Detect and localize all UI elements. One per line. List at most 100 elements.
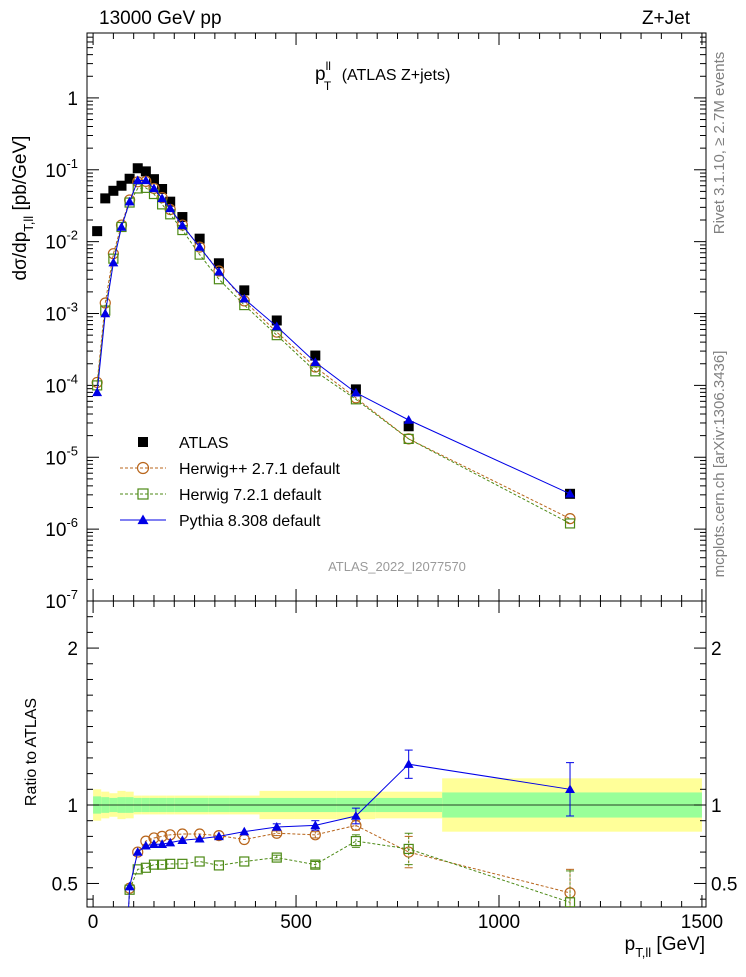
top-series-0-point — [140, 166, 151, 177]
top-series-3-point — [149, 183, 159, 193]
top-series-0-point — [271, 315, 282, 326]
legend-marker — [138, 437, 148, 447]
ratio-y-tick-label-left: 0.5 — [52, 874, 78, 895]
top-series-2-point — [564, 518, 576, 529]
top-series-3-point — [239, 293, 250, 303]
top-series-3-point — [132, 175, 143, 185]
top-series-3-point — [310, 357, 321, 366]
x-tick-label: 0 — [88, 912, 99, 933]
header-left-label: 13000 GeV pp — [99, 8, 222, 29]
legend-marker — [137, 488, 149, 500]
top-series-0-point — [194, 233, 205, 244]
top-series-0-point — [403, 421, 414, 432]
ratio-series-2-point — [565, 784, 575, 794]
y-tick-label: 10-5 — [45, 443, 78, 469]
top-series-0-point — [116, 180, 127, 191]
ratio-series-0-line — [128, 824, 571, 907]
legend-label: ATLAS — [179, 435, 229, 452]
top-series-3-point — [403, 415, 414, 424]
ratio-series-1-point — [350, 835, 362, 847]
legend-entry: Herwig++ 2.7.1 default — [120, 461, 341, 478]
plot-title: pll T (ATLAS Z+jets) — [315, 59, 450, 93]
top-series-1-point — [213, 265, 225, 277]
ratio-series-2-point — [213, 831, 224, 841]
ratio-series-2-point — [239, 826, 250, 836]
ratio-series-1-point — [177, 858, 188, 869]
ratio-y-tick-label-right: 2 — [711, 639, 722, 660]
ratio-series-1-point — [140, 862, 151, 873]
mcplots-label: mcplots.cern.ch [arXiv:1306.3436] — [711, 351, 728, 578]
ratio-series-2-point — [165, 837, 176, 847]
y-tick-label: 1 — [67, 89, 78, 110]
top-series-0-point — [108, 185, 119, 196]
legend-entry: Pythia 8.308 default — [120, 513, 321, 530]
top-series-3-point — [271, 321, 282, 331]
top-series-3-point — [194, 242, 205, 251]
top-series-3-point — [124, 196, 135, 206]
top-series-0-point — [132, 163, 143, 174]
x-tick-label: 500 — [280, 912, 312, 933]
legend-entry: Herwig 7.2.1 default — [120, 487, 322, 504]
ratio-y-axis-label: Ratio to ATLAS — [23, 698, 40, 806]
top-series-0-point — [157, 184, 168, 195]
top-series-0-point — [177, 212, 188, 223]
ratio-series-2-point — [149, 839, 159, 848]
top-series-0-point — [310, 350, 321, 361]
top-series-0-point — [213, 258, 224, 269]
ratio-series-1-line — [128, 840, 571, 907]
ratio-series-2-point — [403, 759, 414, 768]
ratio-series-2-point — [350, 811, 361, 820]
rivet-label: Rivet 3.1.10, ≥ 2.7M events — [711, 52, 728, 235]
y-tick-label: 10-4 — [45, 371, 78, 397]
ratio-series-1-point — [271, 852, 282, 863]
top-series-0-point — [92, 226, 103, 237]
top-series-3-point — [108, 257, 119, 267]
ratio-series-2-point — [132, 847, 143, 856]
top-series-3-point — [100, 308, 111, 318]
legend-entry: ATLAS — [138, 435, 229, 452]
y-tick-label: 10-6 — [45, 515, 78, 541]
ratio-series-2-point — [271, 822, 282, 831]
top-series-3-point — [157, 193, 168, 203]
ratio-series-2-point — [157, 839, 168, 848]
ratio-y-tick-label-left: 2 — [67, 639, 78, 660]
ratio-series-1-point — [403, 843, 414, 855]
x-tick-label: 1500 — [681, 912, 723, 933]
y-tick-label: 10-7 — [45, 587, 78, 613]
ratio-series-1-point — [239, 856, 250, 867]
top-series-3-point — [165, 203, 176, 213]
ratio-series-2-point — [194, 833, 205, 843]
legend-marker — [136, 461, 150, 475]
legend-label: Pythia 8.308 default — [179, 513, 321, 530]
top-series-2-point — [403, 433, 414, 445]
y-tick-label: 10-2 — [45, 228, 78, 254]
top-series-3-point — [350, 387, 361, 397]
bottom-panel-frame — [86, 600, 707, 908]
x-tick-label: 1000 — [478, 912, 520, 933]
top-series-3-point — [92, 387, 103, 397]
header-right-label: Z+Jet — [641, 8, 690, 29]
ratio-series-0-point — [132, 846, 144, 858]
top-series-3-point — [213, 266, 224, 276]
ratio-series-2-point — [310, 820, 321, 830]
y-tick-label: 10-1 — [45, 156, 78, 182]
ratio-series-1-point — [310, 859, 321, 870]
top-series-0-point — [124, 173, 135, 184]
ratio-series-2-point — [140, 840, 151, 850]
legend-label: Herwig 7.2.1 default — [179, 487, 322, 504]
top-series-0-point — [239, 285, 250, 296]
legend-label: Herwig++ 2.7.1 default — [179, 461, 341, 478]
top-series-3-point — [177, 220, 188, 230]
y-axis-label: dσ/dpT,ll [pb/GeV] — [10, 136, 36, 281]
ratio-series-1-point — [213, 860, 225, 871]
top-series-3-point — [565, 488, 575, 498]
ratio-series-2-point — [124, 881, 135, 891]
top-series-3-point — [140, 175, 151, 185]
ratio-series-1-point — [165, 858, 176, 869]
top-series-3-point — [116, 222, 127, 231]
ratio-y-tick-label-right: 1 — [711, 796, 722, 817]
ratio-series-1-point — [148, 859, 160, 870]
ratio-y-tick-label-left: 1 — [67, 796, 78, 817]
